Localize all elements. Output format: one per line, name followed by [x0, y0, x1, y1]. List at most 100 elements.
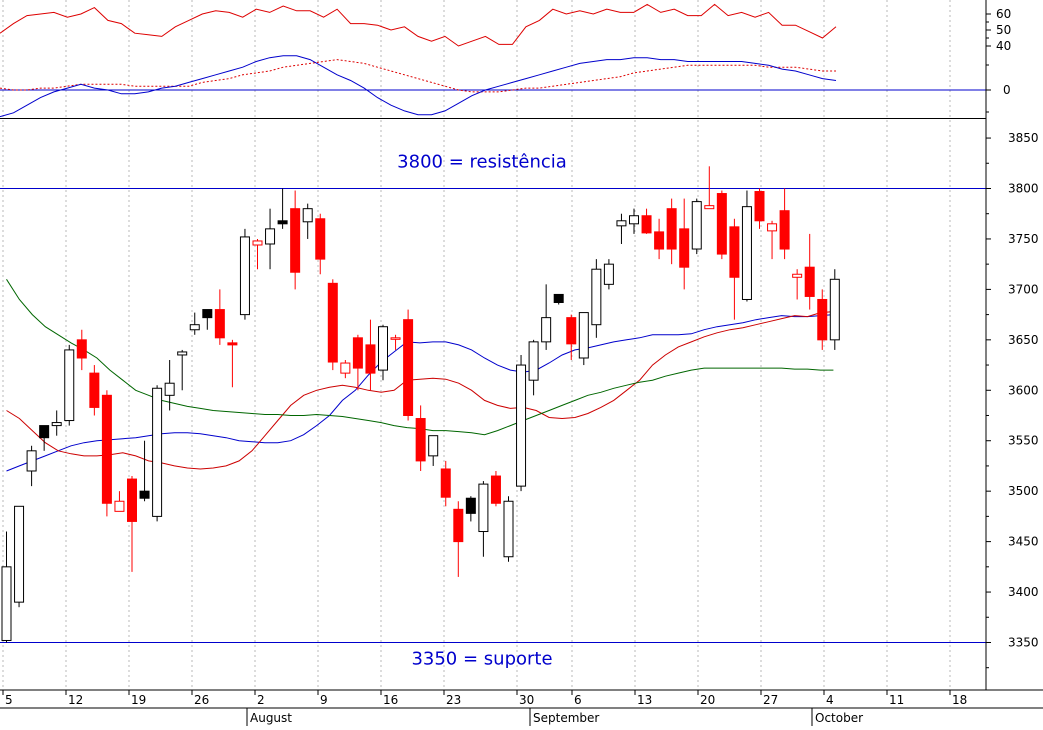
candle-body [1, 566, 12, 641]
osc-y-tick-label: 50 [996, 23, 1011, 37]
candle-body [528, 341, 539, 381]
oscillator-series-1 [0, 59, 836, 93]
candle-body [76, 339, 87, 359]
candle [378, 324, 388, 381]
x-tick-label: 9 [320, 693, 328, 707]
candle [453, 501, 464, 577]
x-tick-label: 19 [131, 693, 146, 707]
candle [152, 385, 163, 522]
candle-body [453, 508, 464, 543]
x-tick-label: 4 [826, 693, 834, 707]
candle-body [817, 298, 828, 341]
y-tick-label: 3550 [1008, 434, 1039, 448]
candle [804, 233, 815, 310]
candle [415, 405, 426, 471]
candle-body [189, 324, 200, 331]
candle-body [315, 218, 326, 260]
candle [779, 188, 790, 260]
y-tick-label: 3800 [1008, 182, 1039, 196]
candle [629, 208, 639, 234]
candle [265, 208, 276, 270]
candle [704, 166, 715, 210]
candle [101, 390, 112, 517]
candle [14, 505, 25, 608]
candle [177, 349, 188, 391]
candle [340, 360, 351, 379]
candle [578, 312, 589, 366]
candle-body [428, 435, 439, 457]
candle [516, 354, 527, 492]
candle [164, 360, 175, 411]
candle-body [754, 191, 765, 222]
candle-body [553, 293, 564, 304]
candle-body [666, 208, 677, 250]
candle-body [390, 337, 401, 340]
x-tick-label: 16 [383, 693, 398, 707]
candle [302, 203, 313, 239]
candle [76, 329, 87, 371]
candle-body [26, 450, 37, 472]
candle-body [51, 422, 62, 427]
month-label: September [533, 711, 599, 725]
candle [792, 269, 803, 300]
candle [64, 344, 75, 426]
oscillator-series-0 [0, 3, 837, 47]
y-tick-label: 3350 [1008, 636, 1039, 650]
candle-body [792, 273, 803, 278]
candles [1, 166, 840, 643]
candle [202, 309, 213, 330]
candle [490, 470, 501, 507]
candle-body [164, 382, 175, 396]
candle [616, 213, 627, 244]
candle-body [277, 220, 288, 225]
candle [541, 284, 552, 350]
candle-body [114, 500, 125, 512]
osc-y-tick-label: 0 [1003, 83, 1011, 97]
candle-body [214, 309, 225, 339]
x-tick-label: 26 [194, 693, 209, 707]
candle-body [89, 372, 100, 408]
candle-body [365, 344, 376, 374]
candle [440, 460, 451, 507]
candle [315, 213, 326, 275]
candle-body [352, 337, 363, 369]
osc-y-tick-label: 40 [996, 39, 1011, 53]
candle-body [152, 387, 163, 517]
candle [26, 445, 37, 487]
candle-body [616, 220, 627, 227]
candle-body [704, 205, 715, 210]
candle-body [327, 282, 338, 363]
candle [528, 339, 539, 396]
candle-body [252, 240, 263, 246]
candle [214, 289, 225, 345]
candle-body [14, 505, 25, 603]
x-tick-label: 2 [257, 693, 265, 707]
candle-body [64, 349, 75, 422]
candle [139, 440, 150, 502]
candle [679, 198, 690, 290]
grid-layer [2, 0, 951, 690]
candle-body [578, 312, 589, 359]
y-tick-label: 3600 [1008, 383, 1039, 397]
candle-body [127, 478, 137, 522]
y-tick-label: 3500 [1008, 484, 1039, 498]
x-tick-label: 5 [5, 693, 13, 707]
candle [716, 190, 727, 260]
candle-body [340, 362, 351, 374]
x-tick-label: 20 [700, 693, 715, 707]
candle-body [779, 210, 790, 250]
candle [817, 289, 828, 350]
candle [403, 309, 414, 421]
candle-body [591, 268, 602, 326]
y-tick-label: 3700 [1008, 282, 1039, 296]
candle-body [566, 317, 577, 345]
candle [741, 190, 752, 302]
candle [603, 259, 614, 290]
candle [666, 198, 677, 265]
candle [39, 425, 50, 451]
candle [1, 531, 12, 643]
candle [478, 481, 489, 557]
candle-body [302, 208, 313, 223]
